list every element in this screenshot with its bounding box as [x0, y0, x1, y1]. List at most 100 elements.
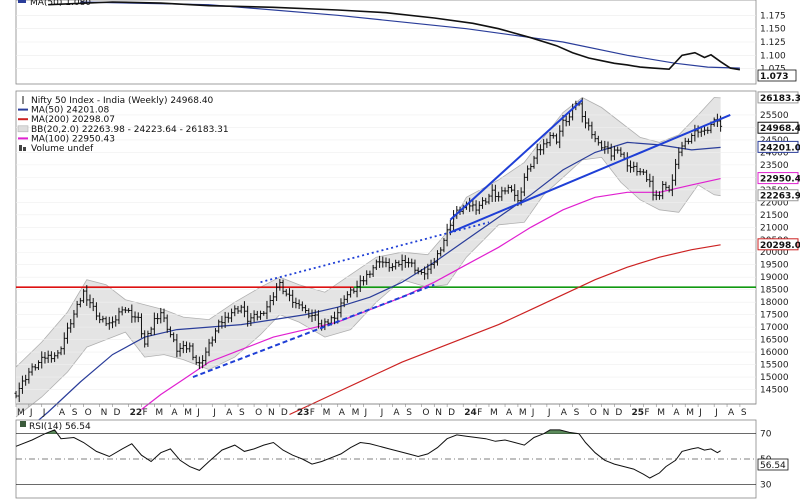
bar-swatch-icon: [19, 145, 22, 151]
x-tick-label: F: [644, 408, 649, 418]
top-value-tag-text: 1.073: [760, 72, 788, 82]
price-tag-box: [757, 189, 799, 202]
rsi-tick-label: 70: [760, 430, 772, 440]
x-tick-label: 24: [464, 408, 477, 418]
price-bars: [14, 97, 723, 402]
x-tick-label: J: [196, 408, 200, 418]
x-tick-label: 23: [297, 408, 310, 418]
x-tick-label: M: [490, 408, 498, 418]
x-tick-label: D: [114, 408, 121, 418]
x-tick-label: M: [323, 408, 331, 418]
x-tick-label: N: [101, 408, 108, 418]
x-tick-label: M: [519, 408, 527, 418]
x-tick-label: N: [603, 408, 610, 418]
trendline: [449, 99, 583, 221]
x-tick-label: A: [561, 408, 568, 418]
x-tick-label: M: [17, 408, 25, 418]
main-tick-label: 15000: [760, 373, 789, 383]
price-tag-text: 22950.43: [760, 175, 800, 185]
rsi-legend-swatch-icon: [20, 421, 26, 427]
main-tick-label: 17500: [760, 311, 789, 321]
x-tick-label: J: [212, 408, 216, 418]
ma50-line: [15, 141, 721, 440]
x-tick-label: J: [531, 408, 535, 418]
x-tick-label: F: [310, 408, 315, 418]
legend-entry: MA(200) 20298.07: [31, 115, 115, 125]
x-tick-label: S: [574, 408, 580, 418]
ma100-line: [141, 178, 721, 410]
x-tick-label: D: [615, 408, 622, 418]
price-tag-text: 20298.07: [760, 241, 800, 251]
price-tag-box: [757, 140, 799, 153]
x-tick-label: O: [590, 408, 597, 418]
ma200-line: [289, 244, 721, 416]
trendlines: [192, 99, 731, 378]
main-tick-label: 18500: [760, 286, 789, 296]
main-tick-label: 17000: [760, 323, 789, 333]
top-value-tag-box: [757, 69, 797, 82]
x-tick-label: S: [72, 408, 78, 418]
legend-entry: Volume undef: [31, 144, 94, 154]
x-axis-labels: M J J A S O N D 22 F M A M J J A S O N D 23 F M A M J J A S O N D 24 F M A M…: [15, 404, 747, 418]
x-tick-label: F: [477, 408, 482, 418]
main-tick-label: 20000: [760, 248, 789, 258]
x-tick-label: N: [435, 408, 442, 418]
x-tick-label: J: [698, 408, 702, 418]
main-tick-label: 24000: [760, 148, 789, 158]
price-tag-text: 24201.08: [760, 143, 800, 153]
rsi-value-tag-box: [757, 458, 789, 471]
x-tick-label: O: [422, 408, 429, 418]
top-ratio-line: [48, 1, 741, 71]
main-tick-label: 19500: [760, 261, 789, 271]
x-tick-label: A: [339, 408, 346, 418]
rsi-tick-label: 30: [760, 480, 772, 490]
top-tick-label: 1.150: [760, 25, 786, 35]
price-tag-text: 24968.40: [760, 124, 800, 134]
price-tag-box: [757, 238, 799, 251]
main-tick-label: 25500: [760, 111, 789, 121]
main-tick-label: 16500: [760, 336, 789, 346]
x-tick-label: A: [226, 408, 233, 418]
top-tick-label: 1.175: [760, 11, 786, 21]
bar-swatch-icon: [23, 147, 26, 151]
x-tick-label: A: [59, 408, 66, 418]
main-tick-label: 18000: [760, 298, 789, 308]
x-tick-label: D: [281, 408, 288, 418]
x-tick-label: S: [406, 408, 412, 418]
rsi-value-tag: 56.54: [757, 458, 789, 471]
x-tick-label: D: [448, 408, 455, 418]
x-tick-label: M: [657, 408, 665, 418]
main-tick-label: 21500: [760, 211, 789, 221]
price-tag-box: [757, 121, 799, 134]
top-ma50-line: [80, 1, 740, 69]
price-tag-box: [757, 91, 799, 104]
x-tick-label: J: [42, 408, 46, 418]
top-value-tag: 1.073: [757, 69, 797, 82]
band-swatch-icon: [17, 125, 29, 133]
main-tick-label: 22000: [760, 198, 789, 208]
main-tick-label: 14500: [760, 386, 789, 396]
main-panel: Nifty 50 Index - India (Weekly) 24968.40…: [14, 90, 800, 440]
x-tick-label: J: [380, 408, 384, 418]
main-tick-label: 19000: [760, 273, 789, 283]
bollinger-lower-line: [15, 156, 721, 418]
legend-entry: Nifty 50 Index - India (Weekly) 24968.40: [31, 96, 214, 106]
rsi-line: [15, 429, 721, 479]
x-tick-label: J: [714, 408, 718, 418]
x-tick-label: O: [255, 408, 262, 418]
x-tick-label: A: [728, 408, 735, 418]
legend-entry: BB(20,2.0) 22263.98 - 24223.64 - 26183.3…: [31, 125, 229, 135]
x-tick-label: A: [393, 408, 400, 418]
main-tick-label: 23500: [760, 161, 789, 171]
price-tag-box: [757, 172, 799, 185]
x-tick-label: A: [673, 408, 680, 418]
trendline: [192, 283, 435, 378]
x-tick-label: A: [171, 408, 178, 418]
legend-entry: MA(100) 22950.43: [31, 134, 115, 144]
main-panel-frame: [15, 90, 757, 405]
top-legend-swatch-icon: [18, 0, 26, 3]
main-legend: Nifty 50 Index - India (Weekly) 24968.40…: [17, 96, 229, 154]
